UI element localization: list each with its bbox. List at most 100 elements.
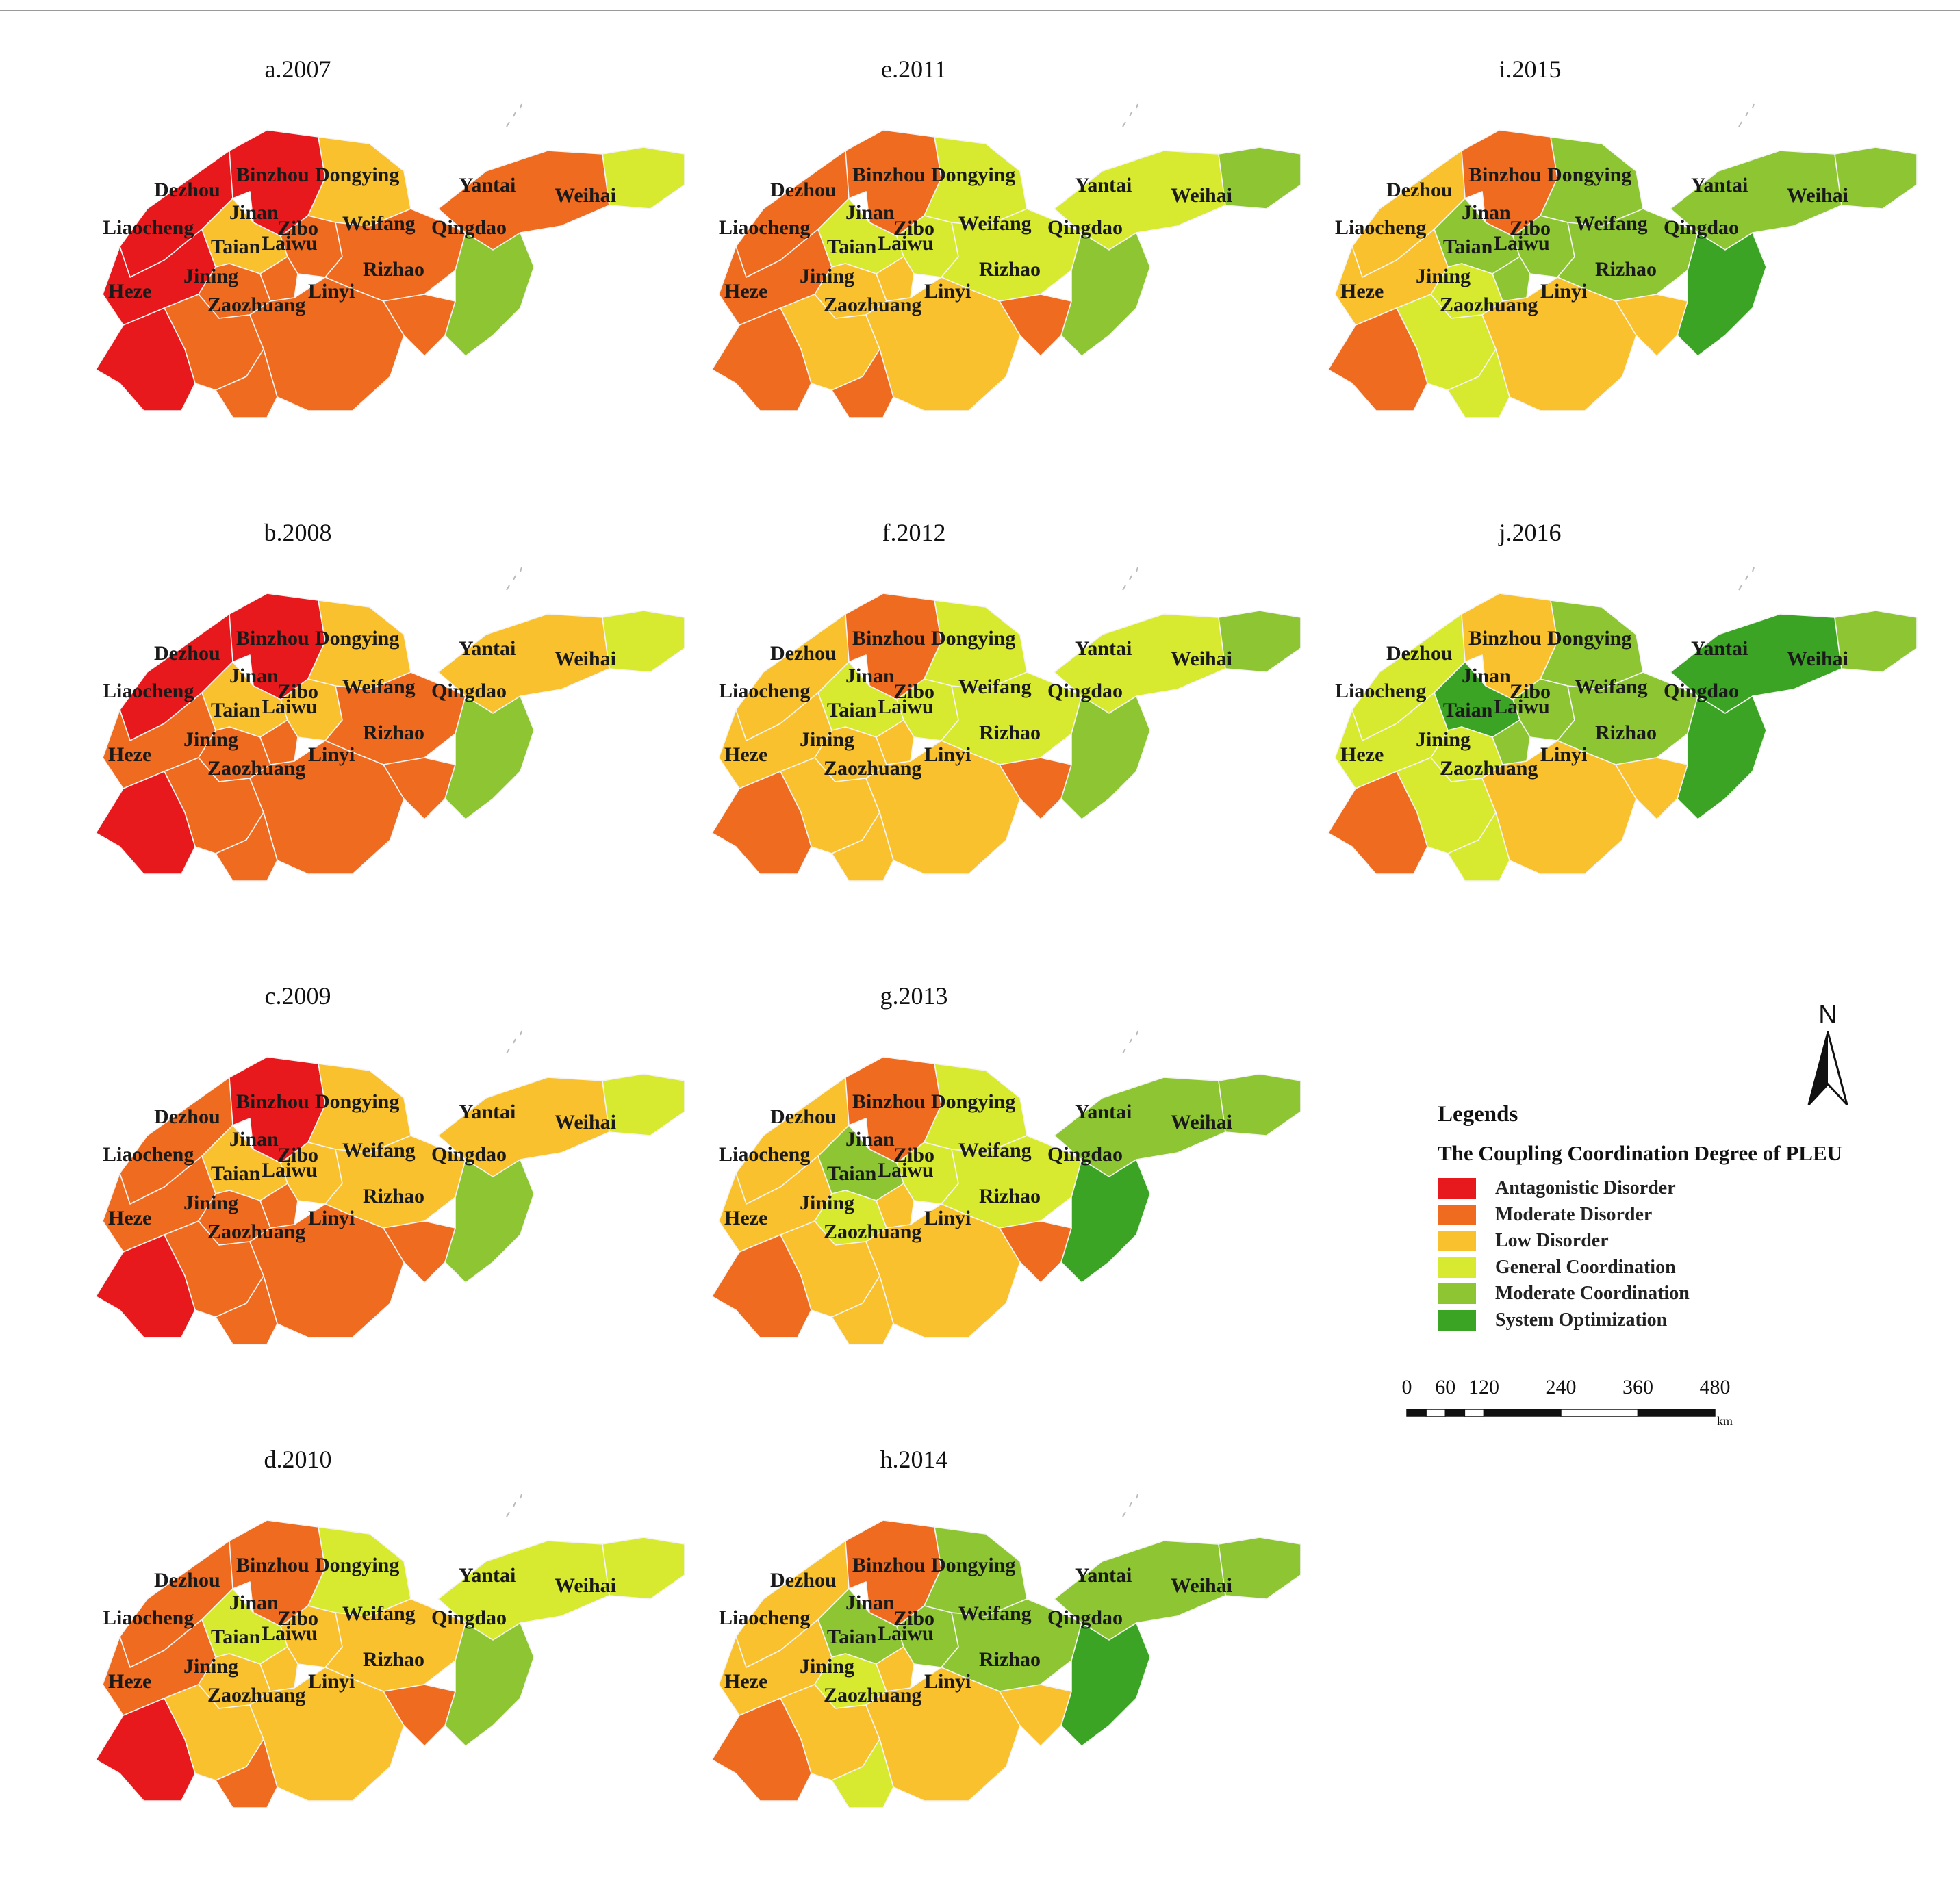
scale-unit: km: [1717, 1414, 1733, 1428]
islands: [506, 1030, 522, 1054]
city-label-linyi: Linyi: [924, 1207, 971, 1229]
city-label-dezhou: Dezhou: [770, 1105, 837, 1128]
shandong-map: Dezhou Binzhou Dongying Yantai Weihai Liaoche…: [1327, 567, 1918, 882]
city-label-jining: Jining: [183, 1655, 238, 1678]
islands: [506, 1494, 522, 1517]
city-label-jining: Jining: [183, 728, 238, 751]
city-label-heze: Heze: [108, 1670, 151, 1693]
city-label-weihai: Weihai: [555, 648, 616, 670]
top-rule: [0, 10, 1960, 11]
scale-bar: 0 60 120 240 360 480 km: [1397, 1376, 1753, 1437]
city-label-rizhao: Rizhao: [979, 1648, 1041, 1671]
city-label-weihai: Weihai: [1171, 184, 1232, 207]
region-zaozhuang: [1447, 348, 1510, 418]
city-label-linyi: Linyi: [308, 1207, 355, 1229]
shandong-map: Dezhou Binzhou Dongying Yantai Weihai Liaoche…: [711, 103, 1301, 418]
city-label-qingdao: Qingdao: [1047, 216, 1123, 239]
city-label-qingdao: Qingdao: [431, 1606, 507, 1629]
city-label-jining: Jining: [800, 728, 854, 751]
region-zaozhuang: [215, 1739, 278, 1808]
city-label-laiwu: Laiwu: [878, 1159, 934, 1181]
city-label-zibo: Zibo: [277, 217, 318, 240]
legend-item: Moderate Coordination: [1438, 1281, 1931, 1307]
city-label-heze: Heze: [108, 743, 151, 766]
city-label-yantai: Yantai: [1691, 637, 1748, 660]
city-label-taian: Taian: [211, 235, 261, 258]
city-label-jining: Jining: [1416, 728, 1471, 751]
legend-item: System Optimization: [1438, 1307, 1931, 1334]
scale-segment: [1637, 1409, 1716, 1417]
map-title: a.2007: [264, 55, 331, 83]
region-heze: [1327, 771, 1428, 875]
map-panel: f.2012 Dezhou Binzhou Dongying Yantai Weihai L…: [698, 518, 1314, 956]
map-panel: a.2007 Dezhou Binzhou Dongying Yantai Weihai L…: [82, 55, 698, 493]
city-label-qingdao: Qingdao: [431, 1143, 507, 1166]
region-weifang: [324, 208, 466, 302]
region-zaozhuang: [215, 812, 278, 882]
region-heze: [95, 771, 196, 875]
region-zaozhuang: [215, 1275, 278, 1345]
city-label-taian: Taian: [827, 1162, 877, 1185]
region-weihai: [1218, 146, 1301, 209]
scale-segment: [1560, 1409, 1639, 1417]
region-zaozhuang: [1447, 812, 1510, 882]
city-label-weihai: Weihai: [1171, 1111, 1232, 1133]
city-label-binzhou: Binzhou: [1468, 627, 1542, 650]
shandong-map: Dezhou Binzhou Dongying Yantai Weihai Liaoche…: [711, 1030, 1301, 1345]
city-label-jinan: Jinan: [845, 665, 895, 687]
city-label-dezhou: Dezhou: [154, 642, 220, 665]
city-label-dezhou: Dezhou: [770, 179, 837, 201]
city-label-linyi: Linyi: [924, 743, 971, 766]
city-label-yantai: Yantai: [459, 174, 516, 196]
city-label-qingdao: Qingdao: [1047, 1606, 1123, 1629]
region-weifang: [324, 1135, 466, 1229]
city-label-jinan: Jinan: [229, 1128, 279, 1151]
city-label-dongying: Dongying: [931, 1090, 1015, 1113]
city-label-dezhou: Dezhou: [154, 1569, 220, 1591]
city-label-weifang: Weifang: [1575, 676, 1648, 698]
region-weihai: [1218, 1073, 1301, 1136]
region-heze: [711, 1698, 812, 1802]
city-label-jining: Jining: [800, 1192, 854, 1214]
city-label-liaocheng: Liaocheng: [719, 1143, 810, 1166]
legend-swatch: [1438, 1178, 1476, 1199]
city-label-taian: Taian: [1443, 699, 1493, 721]
scale-tick-label: 120: [1468, 1376, 1499, 1398]
legend-swatch: [1438, 1309, 1476, 1331]
islands: [506, 103, 522, 127]
city-label-zibo: Zibo: [1510, 217, 1551, 240]
city-label-liaocheng: Liaocheng: [719, 680, 810, 702]
city-label-dezhou: Dezhou: [154, 179, 220, 201]
region-qingdao: [444, 1159, 535, 1283]
city-label-zaozhuang: Zaozhuang: [824, 757, 921, 780]
map-title: i.2015: [1499, 55, 1562, 83]
city-label-qingdao: Qingdao: [431, 680, 507, 702]
city-label-yantai: Yantai: [1075, 1564, 1132, 1587]
city-label-jinan: Jinan: [1462, 201, 1511, 224]
city-label-jinan: Jinan: [845, 201, 895, 224]
region-rizhao: [1615, 294, 1688, 357]
city-label-binzhou: Binzhou: [852, 1554, 926, 1576]
region-laiwu: [259, 1183, 298, 1229]
city-label-liaocheng: Liaocheng: [719, 1606, 810, 1629]
region-laiwu: [876, 1646, 915, 1692]
city-label-weifang: Weifang: [342, 1139, 416, 1162]
city-label-zibo: Zibo: [893, 1607, 934, 1630]
north-label: N: [1818, 1001, 1837, 1029]
city-label-zibo: Zibo: [1510, 680, 1551, 703]
city-label-jinan: Jinan: [229, 665, 279, 687]
legend-subtitle: The Coupling Coordination Degree of PLEU: [1438, 1141, 1843, 1165]
region-heze: [711, 771, 812, 875]
city-label-heze: Heze: [108, 280, 151, 303]
map-panel: j.2016 Dezhou Binzhou Dongying Yantai Weihai L…: [1314, 518, 1931, 956]
city-label-qingdao: Qingdao: [1664, 680, 1739, 702]
legend-label: System Optimization: [1495, 1309, 1668, 1331]
legend-items: Antagonistic Disorder Moderate Disorder Lo…: [1438, 1175, 1931, 1333]
city-label-weihai: Weihai: [1171, 648, 1232, 670]
city-label-laiwu: Laiwu: [1494, 695, 1550, 718]
legend-label: Moderate Coordination: [1495, 1283, 1690, 1305]
region-weifang: [941, 671, 1082, 765]
region-zaozhuang: [831, 1275, 894, 1345]
city-label-jining: Jining: [800, 1655, 854, 1678]
city-label-zibo: Zibo: [893, 1144, 934, 1166]
